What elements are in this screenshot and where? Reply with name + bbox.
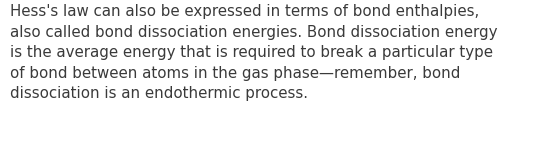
Text: Hess's law can also be expressed in terms of bond enthalpies,
also called bond d: Hess's law can also be expressed in term… <box>10 4 498 101</box>
